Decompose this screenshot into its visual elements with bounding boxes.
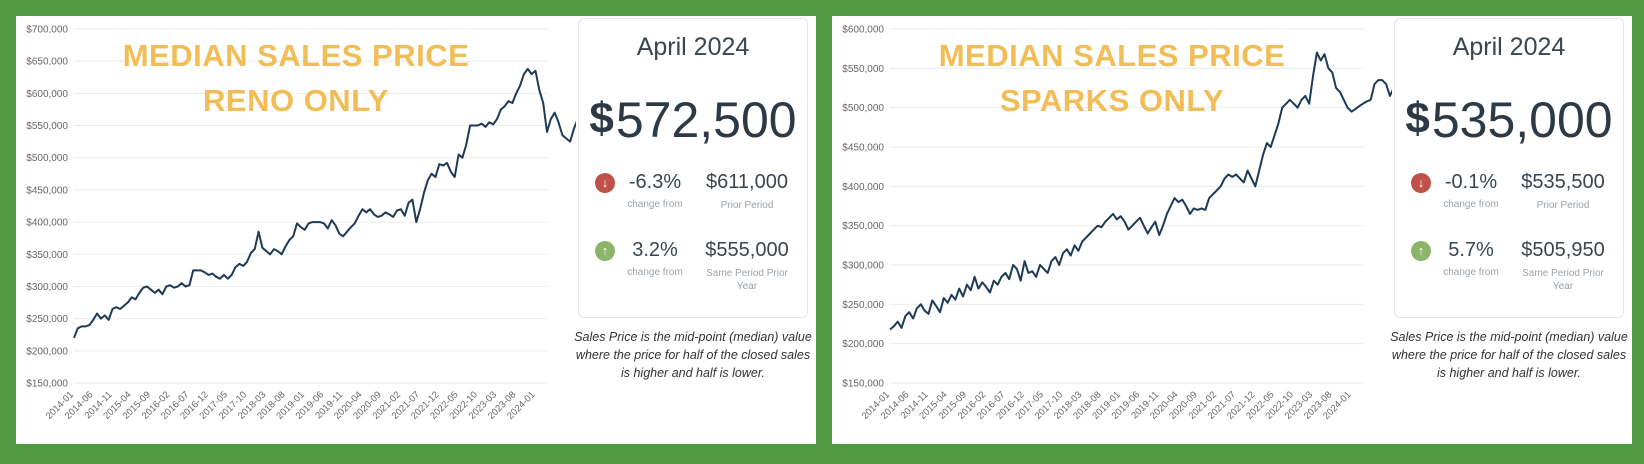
comparison-label: Prior Period — [720, 200, 774, 211]
y-tick-label: $400,000 — [842, 182, 884, 193]
y-tick-label: $300,000 — [842, 261, 884, 272]
y-tick-label: $250,000 — [26, 314, 68, 325]
change-label: change from — [627, 267, 683, 278]
metric-description: Sales Price is the mid-point (median) va… — [574, 330, 812, 380]
comparison-value: $535,500 — [1521, 171, 1605, 193]
y-tick-label: $450,000 — [26, 185, 68, 196]
y-tick-label: $200,000 — [842, 339, 884, 350]
prior-year-stat: ↑ 3.2% change from $555,000 Same Period … — [579, 239, 807, 299]
panel-reno: $150,000 $200,000 $250,000 $300,000 $350,000… — [16, 16, 816, 444]
period-label: April 2024 — [1452, 33, 1566, 61]
y-tick-label: $600,000 — [26, 89, 68, 100]
arrow-up-icon: ↑ — [595, 241, 615, 261]
change-percent: -0.1% — [1444, 171, 1498, 193]
summary-card: April 2024 $535,000 ↓ -0.1% change from … — [1394, 18, 1624, 318]
change-label: change from — [1443, 199, 1499, 210]
comparison-label: Same Period Prior Year — [706, 268, 788, 292]
y-tick-label: $300,000 — [26, 282, 68, 293]
change-label: change from — [1443, 267, 1499, 278]
y-tick-label: $150,000 — [26, 379, 68, 390]
series-line — [73, 67, 576, 339]
comparison-value: $555,000 — [705, 239, 789, 261]
change-percent: 5.7% — [1448, 239, 1494, 261]
summary-card: April 2024 $572,500 ↓ -6.3% change from … — [578, 18, 808, 318]
y-tick-label: $600,000 — [842, 25, 884, 36]
y-tick-label: $700,000 — [26, 25, 68, 36]
comparison-label: Prior Period — [1536, 200, 1590, 211]
y-tick-label: $250,000 — [842, 300, 884, 311]
comparison-value: $611,000 — [706, 171, 788, 193]
y-tick-label: $650,000 — [26, 57, 68, 68]
y-tick-label: $350,000 — [842, 221, 884, 232]
y-tick-label: $500,000 — [26, 153, 68, 164]
change-percent: 3.2% — [632, 239, 678, 261]
currency-symbol: $ — [1405, 94, 1430, 143]
y-tick-label: $150,000 — [842, 379, 884, 390]
period-label: April 2024 — [636, 33, 750, 61]
series-line — [889, 51, 1392, 331]
arrow-down-icon: ↓ — [1411, 173, 1431, 193]
prior-period-stat: ↓ -0.1% change from $535,500 Prior Perio… — [1395, 171, 1623, 231]
comparison-label: Same Period Prior Year — [1522, 268, 1604, 292]
y-tick-label: $350,000 — [26, 250, 68, 261]
median-price: $535,000 — [1395, 91, 1623, 149]
panel-sparks: $150,000 $200,000 $250,000 $300,000 $350,000… — [832, 16, 1632, 444]
metric-description: Sales Price is the mid-point (median) va… — [1390, 330, 1628, 380]
price-amount: 572,500 — [615, 92, 797, 148]
change-label: change from — [627, 199, 683, 210]
y-tick-label: $500,000 — [842, 103, 884, 114]
median-price: $572,500 — [579, 91, 807, 149]
arrow-up-icon: ↑ — [1411, 241, 1431, 261]
price-amount: 535,000 — [1431, 92, 1613, 148]
change-percent: -6.3% — [628, 171, 682, 193]
currency-symbol: $ — [589, 94, 614, 143]
comparison-value: $505,950 — [1521, 239, 1605, 261]
arrow-down-icon: ↓ — [595, 173, 615, 193]
y-tick-label: $550,000 — [26, 121, 68, 132]
prior-period-stat: ↓ -6.3% change from $611,000 Prior Perio… — [579, 171, 807, 231]
y-tick-label: $450,000 — [842, 143, 884, 154]
y-tick-label: $200,000 — [26, 346, 68, 357]
y-tick-label: $550,000 — [842, 64, 884, 75]
prior-year-stat: ↑ 5.7% change from $505,950 Same Period … — [1395, 239, 1623, 299]
line-chart-sparks: $150,000 $200,000 $250,000 $300,000 $350,000… — [842, 25, 1392, 422]
line-chart-reno: $150,000 $200,000 $250,000 $300,000 $350,000… — [26, 25, 576, 422]
y-tick-label: $400,000 — [26, 218, 68, 229]
